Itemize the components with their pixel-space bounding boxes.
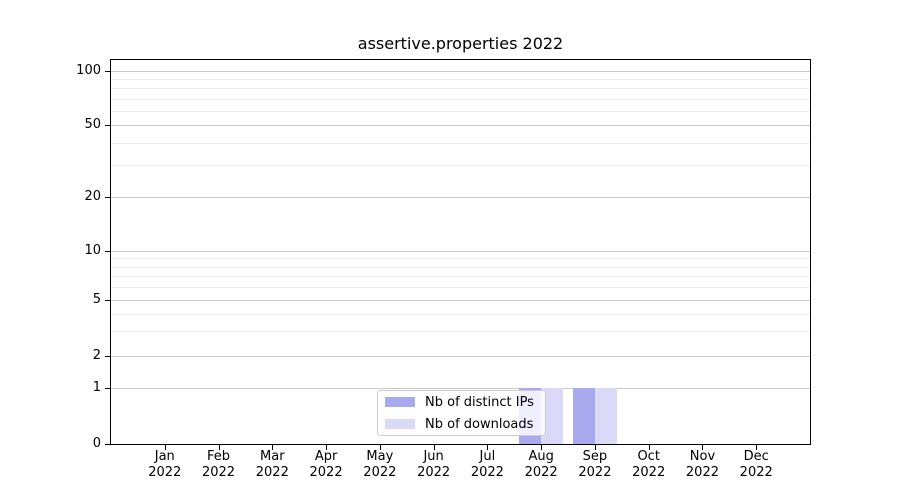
- x-tick-label-may: May 2022: [363, 449, 397, 480]
- minor-gridline: [111, 287, 810, 289]
- chart-title: assertive.properties 2022: [357, 34, 564, 53]
- y-tick-mark: [105, 251, 111, 252]
- x-tick-label-aug: Aug 2022: [524, 449, 558, 480]
- y-tick-label: 20: [84, 189, 101, 204]
- x-tick-mark: [326, 444, 328, 450]
- y-tick-mark: [105, 197, 111, 198]
- legend-row-downloads: Nb of downloads: [378, 413, 545, 435]
- y-tick-label: 5: [92, 292, 101, 307]
- bar-downloads-sep: [594, 388, 617, 444]
- minor-gridline: [111, 79, 810, 81]
- major-gridline: [111, 300, 810, 301]
- minor-gridline: [111, 276, 810, 278]
- x-tick-label-feb: Feb 2022: [201, 449, 236, 480]
- x-tick-mark: [594, 444, 596, 450]
- y-tick-label: 100: [76, 63, 101, 78]
- x-tick-mark: [164, 444, 166, 450]
- y-tick-mark: [105, 356, 111, 357]
- y-tick-mark: [105, 300, 111, 301]
- major-gridline: [111, 197, 810, 198]
- x-tick-mark: [702, 444, 704, 450]
- minor-gridline: [111, 98, 810, 100]
- minor-gridline: [111, 88, 810, 90]
- x-tick-mark: [379, 444, 381, 450]
- plot-area: Nb of distinct IPs Nb of downloads: [110, 59, 811, 445]
- x-tick-mark: [433, 444, 435, 450]
- x-tick-mark: [648, 444, 650, 450]
- x-tick-label-mar: Mar 2022: [255, 449, 289, 480]
- legend-row-distinct-ips: Nb of distinct IPs: [378, 391, 545, 413]
- y-tick-mark: [105, 444, 111, 445]
- y-tick-label: 50: [84, 117, 101, 132]
- x-tick-mark: [218, 444, 220, 450]
- minor-gridline: [111, 110, 810, 112]
- bar-distinct-ips-sep: [572, 388, 595, 444]
- x-tick-label-oct: Oct 2022: [632, 449, 666, 480]
- x-tick-label-apr: Apr 2022: [309, 449, 343, 480]
- y-tick-label: 2: [92, 348, 101, 363]
- minor-gridline: [111, 142, 810, 144]
- x-tick-label-jul: Jul 2022: [470, 449, 504, 480]
- y-tick-label: 0: [92, 436, 101, 451]
- minor-gridline: [111, 258, 810, 260]
- y-tick-mark: [105, 125, 111, 126]
- major-gridline: [111, 125, 810, 126]
- minor-gridline: [111, 313, 810, 315]
- y-tick-mark: [105, 71, 111, 72]
- x-tick-mark: [272, 444, 274, 450]
- x-tick-mark: [756, 444, 758, 450]
- y-tick-label: 1: [92, 380, 101, 395]
- x-tick-label-nov: Nov 2022: [685, 449, 719, 480]
- bar-downloads-aug: [541, 388, 564, 444]
- legend-swatch-downloads-icon: [385, 419, 415, 429]
- x-tick-mark: [487, 444, 489, 450]
- x-tick-mark: [541, 444, 543, 450]
- x-tick-label-dec: Dec 2022: [739, 449, 773, 480]
- legend-label-distinct-ips: Nb of distinct IPs: [425, 394, 534, 410]
- minor-gridline: [111, 331, 810, 333]
- y-tick-mark: [105, 388, 111, 389]
- legend-swatch-distinct-ips-icon: [385, 397, 415, 407]
- major-gridline: [111, 388, 810, 389]
- major-gridline: [111, 71, 810, 72]
- x-tick-label-jan: Jan 2022: [148, 449, 182, 480]
- major-gridline: [111, 251, 810, 252]
- legend: Nb of distinct IPs Nb of downloads: [377, 390, 546, 436]
- major-gridline: [111, 356, 810, 357]
- y-tick-label: 10: [84, 243, 101, 258]
- x-tick-label-sep: Sep 2022: [578, 449, 612, 480]
- minor-gridline: [111, 266, 810, 268]
- x-tick-label-jun: Jun 2022: [417, 449, 451, 480]
- legend-label-downloads: Nb of downloads: [425, 416, 534, 432]
- minor-gridline: [111, 165, 810, 167]
